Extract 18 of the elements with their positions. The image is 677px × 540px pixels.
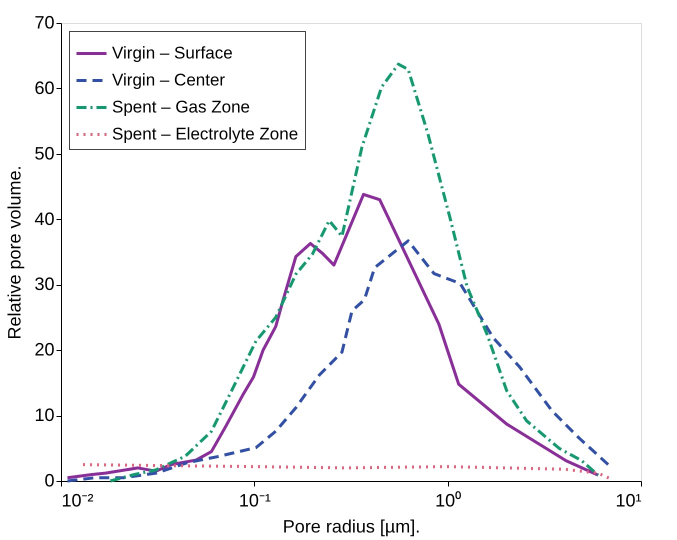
x-tick-label: 10⁰: [435, 490, 462, 510]
y-tick-label: 70: [34, 12, 54, 32]
legend-label: Spent – Gas Zone: [112, 98, 250, 116]
y-tick-label: 40: [34, 208, 54, 229]
y-tick-label: 30: [34, 274, 54, 294]
y-tick-label: 0: [44, 470, 54, 490]
x-axis-title: Pore radius [µm].: [282, 516, 420, 536]
legend-label: Virgin – Center: [112, 70, 226, 90]
x-tick-label: 10⁻¹: [238, 490, 271, 510]
legend-label: Spent – Electrolyte Zone: [112, 124, 298, 144]
y-tick-label: 50: [34, 143, 54, 164]
legend-label: Virgin – Surface: [112, 44, 233, 62]
y-axis-title: Relative pore volume.: [4, 165, 24, 340]
x-tick-label: 10⁻²: [62, 490, 94, 510]
y-tick-label: 10: [34, 405, 54, 426]
y-tick-label: 60: [34, 78, 54, 98]
x-tick-label: 10¹: [615, 490, 642, 510]
y-tick-label: 20: [34, 340, 54, 360]
